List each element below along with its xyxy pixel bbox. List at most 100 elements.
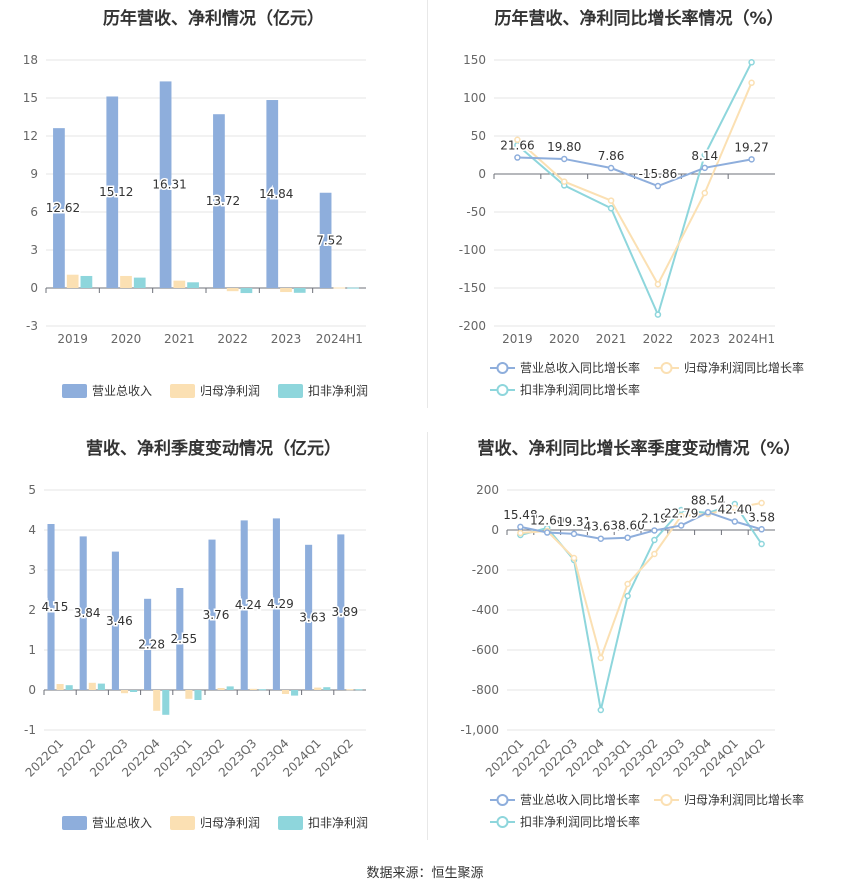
bar-net-profit xyxy=(333,287,346,289)
legend-marker xyxy=(496,816,509,828)
data-point xyxy=(570,530,578,538)
data-label: 38.60 xyxy=(610,519,644,533)
x-tick-label: 2024H1 xyxy=(316,332,363,346)
series-line xyxy=(516,82,753,287)
data-point xyxy=(677,506,685,514)
bar-net-profit xyxy=(281,690,290,694)
y-tick-label: 0 xyxy=(478,167,486,181)
series-line xyxy=(520,502,762,662)
legend-swatch xyxy=(62,384,87,398)
legend-swatch xyxy=(62,816,87,830)
x-tick-label: 2023 xyxy=(271,332,302,346)
bar-deducted-profit xyxy=(97,683,105,690)
bar-revenue xyxy=(319,192,332,288)
bar-net-profit xyxy=(249,688,257,690)
y-tick-label: -600 xyxy=(472,643,499,657)
bar-deducted-profit xyxy=(293,288,306,293)
quarter-line-chart: -1,000-800-600-400-20002002022Q12022Q220… xyxy=(460,483,804,829)
bar-net-profit xyxy=(66,274,79,288)
data-point xyxy=(624,580,631,588)
data-point xyxy=(543,529,551,536)
data-point xyxy=(651,527,658,534)
data-label: 2.19 xyxy=(641,511,668,525)
y-tick-label: 15 xyxy=(23,91,38,105)
data-point xyxy=(701,189,708,197)
y-tick-label: 4 xyxy=(28,523,36,537)
data-label: 3.46 xyxy=(106,614,133,628)
data-point xyxy=(654,182,662,190)
data-label: 2.55 xyxy=(170,632,197,646)
y-tick-label: 200 xyxy=(476,483,499,497)
data-label: 3.84 xyxy=(74,606,101,620)
data-point xyxy=(677,512,685,520)
data-point xyxy=(607,197,615,204)
data-label: 15.12 xyxy=(99,185,133,199)
legend-label: 营业总收入同比增长率 xyxy=(520,360,640,375)
data-point xyxy=(748,79,755,87)
data-label: 7.52 xyxy=(316,233,343,247)
data-point xyxy=(651,536,658,544)
bar-deducted-profit xyxy=(323,687,331,690)
data-label: 8.14 xyxy=(691,149,718,163)
quarter-bar-chart: -10123452022Q12022Q22022Q32022Q42023Q120… xyxy=(23,483,368,830)
data-label: 4.24 xyxy=(235,598,262,612)
x-tick-label: 2021 xyxy=(596,332,627,346)
y-tick-label: -200 xyxy=(459,319,486,333)
y-tick-label: -1,000 xyxy=(460,723,499,737)
bar-revenue xyxy=(337,534,345,690)
divider-top xyxy=(427,0,428,408)
y-tick-label: 18 xyxy=(23,53,38,67)
bar-deducted-profit xyxy=(65,685,73,690)
bar-deducted-profit xyxy=(130,690,138,692)
data-label: 2.28 xyxy=(138,637,165,651)
data-label: 7.86 xyxy=(598,149,625,163)
data-label: 3.89 xyxy=(331,605,358,619)
bar-net-profit xyxy=(226,288,239,292)
data-label: 12.60 xyxy=(530,514,564,528)
bar-net-profit xyxy=(217,688,225,690)
x-tick-label: 2019 xyxy=(502,332,533,346)
y-tick-label: -50 xyxy=(466,205,486,219)
x-tick-label: 2024H1 xyxy=(728,332,775,346)
x-tick-label: 2021 xyxy=(164,332,195,346)
y-tick-label: -100 xyxy=(459,243,486,257)
bar-deducted-profit xyxy=(291,690,299,696)
series-line xyxy=(520,511,762,540)
data-point xyxy=(758,540,765,548)
x-tick-label: 2020 xyxy=(549,332,580,346)
data-point xyxy=(607,204,615,212)
data-point xyxy=(677,522,685,529)
data-label: -15.86 xyxy=(639,167,678,181)
data-label: 3.76 xyxy=(203,608,230,622)
data-point xyxy=(654,311,662,318)
y-tick-label: -800 xyxy=(472,683,499,697)
bar-revenue xyxy=(79,536,87,690)
data-point xyxy=(651,550,658,558)
bar-revenue xyxy=(106,96,119,288)
bar-net-profit xyxy=(120,275,132,288)
legend-label: 营业总收入同比增长率 xyxy=(520,792,640,807)
y-tick-label: -3 xyxy=(26,319,38,333)
bar-revenue xyxy=(208,539,216,690)
bar-net-profit xyxy=(153,690,161,711)
x-tick-label: 2022 xyxy=(217,332,248,346)
y-tick-label: 5 xyxy=(28,483,36,497)
data-label: 19.31 xyxy=(557,515,591,529)
legend-marker xyxy=(496,794,509,806)
y-tick-label: 2 xyxy=(28,603,36,617)
data-point xyxy=(624,592,631,600)
series-line xyxy=(517,156,752,188)
data-point xyxy=(607,164,615,172)
bar-revenue xyxy=(111,551,119,690)
y-tick-label: 12 xyxy=(23,129,38,143)
annual-line-chart: -200 -150 -100 -50 0 50 100 150 2019 2020 2021 2022… xyxy=(459,53,804,397)
divider-bottom xyxy=(427,432,428,840)
legend-swatch xyxy=(278,384,303,398)
data-label: 4.15 xyxy=(42,600,69,614)
legend-label: 归母净利润同比增长率 xyxy=(684,360,804,375)
bar-net-profit xyxy=(88,682,96,690)
bar-deducted-profit xyxy=(226,686,234,690)
bar-deducted-profit xyxy=(80,275,93,288)
quarterly-revenue-profit-panel: 营收、净利季度变动情况（亿元） -1 0 1 2 3 4 5 2022Q1 2022Q2 2022… xyxy=(0,432,427,842)
legend-label: 营业总收入 xyxy=(92,816,152,830)
